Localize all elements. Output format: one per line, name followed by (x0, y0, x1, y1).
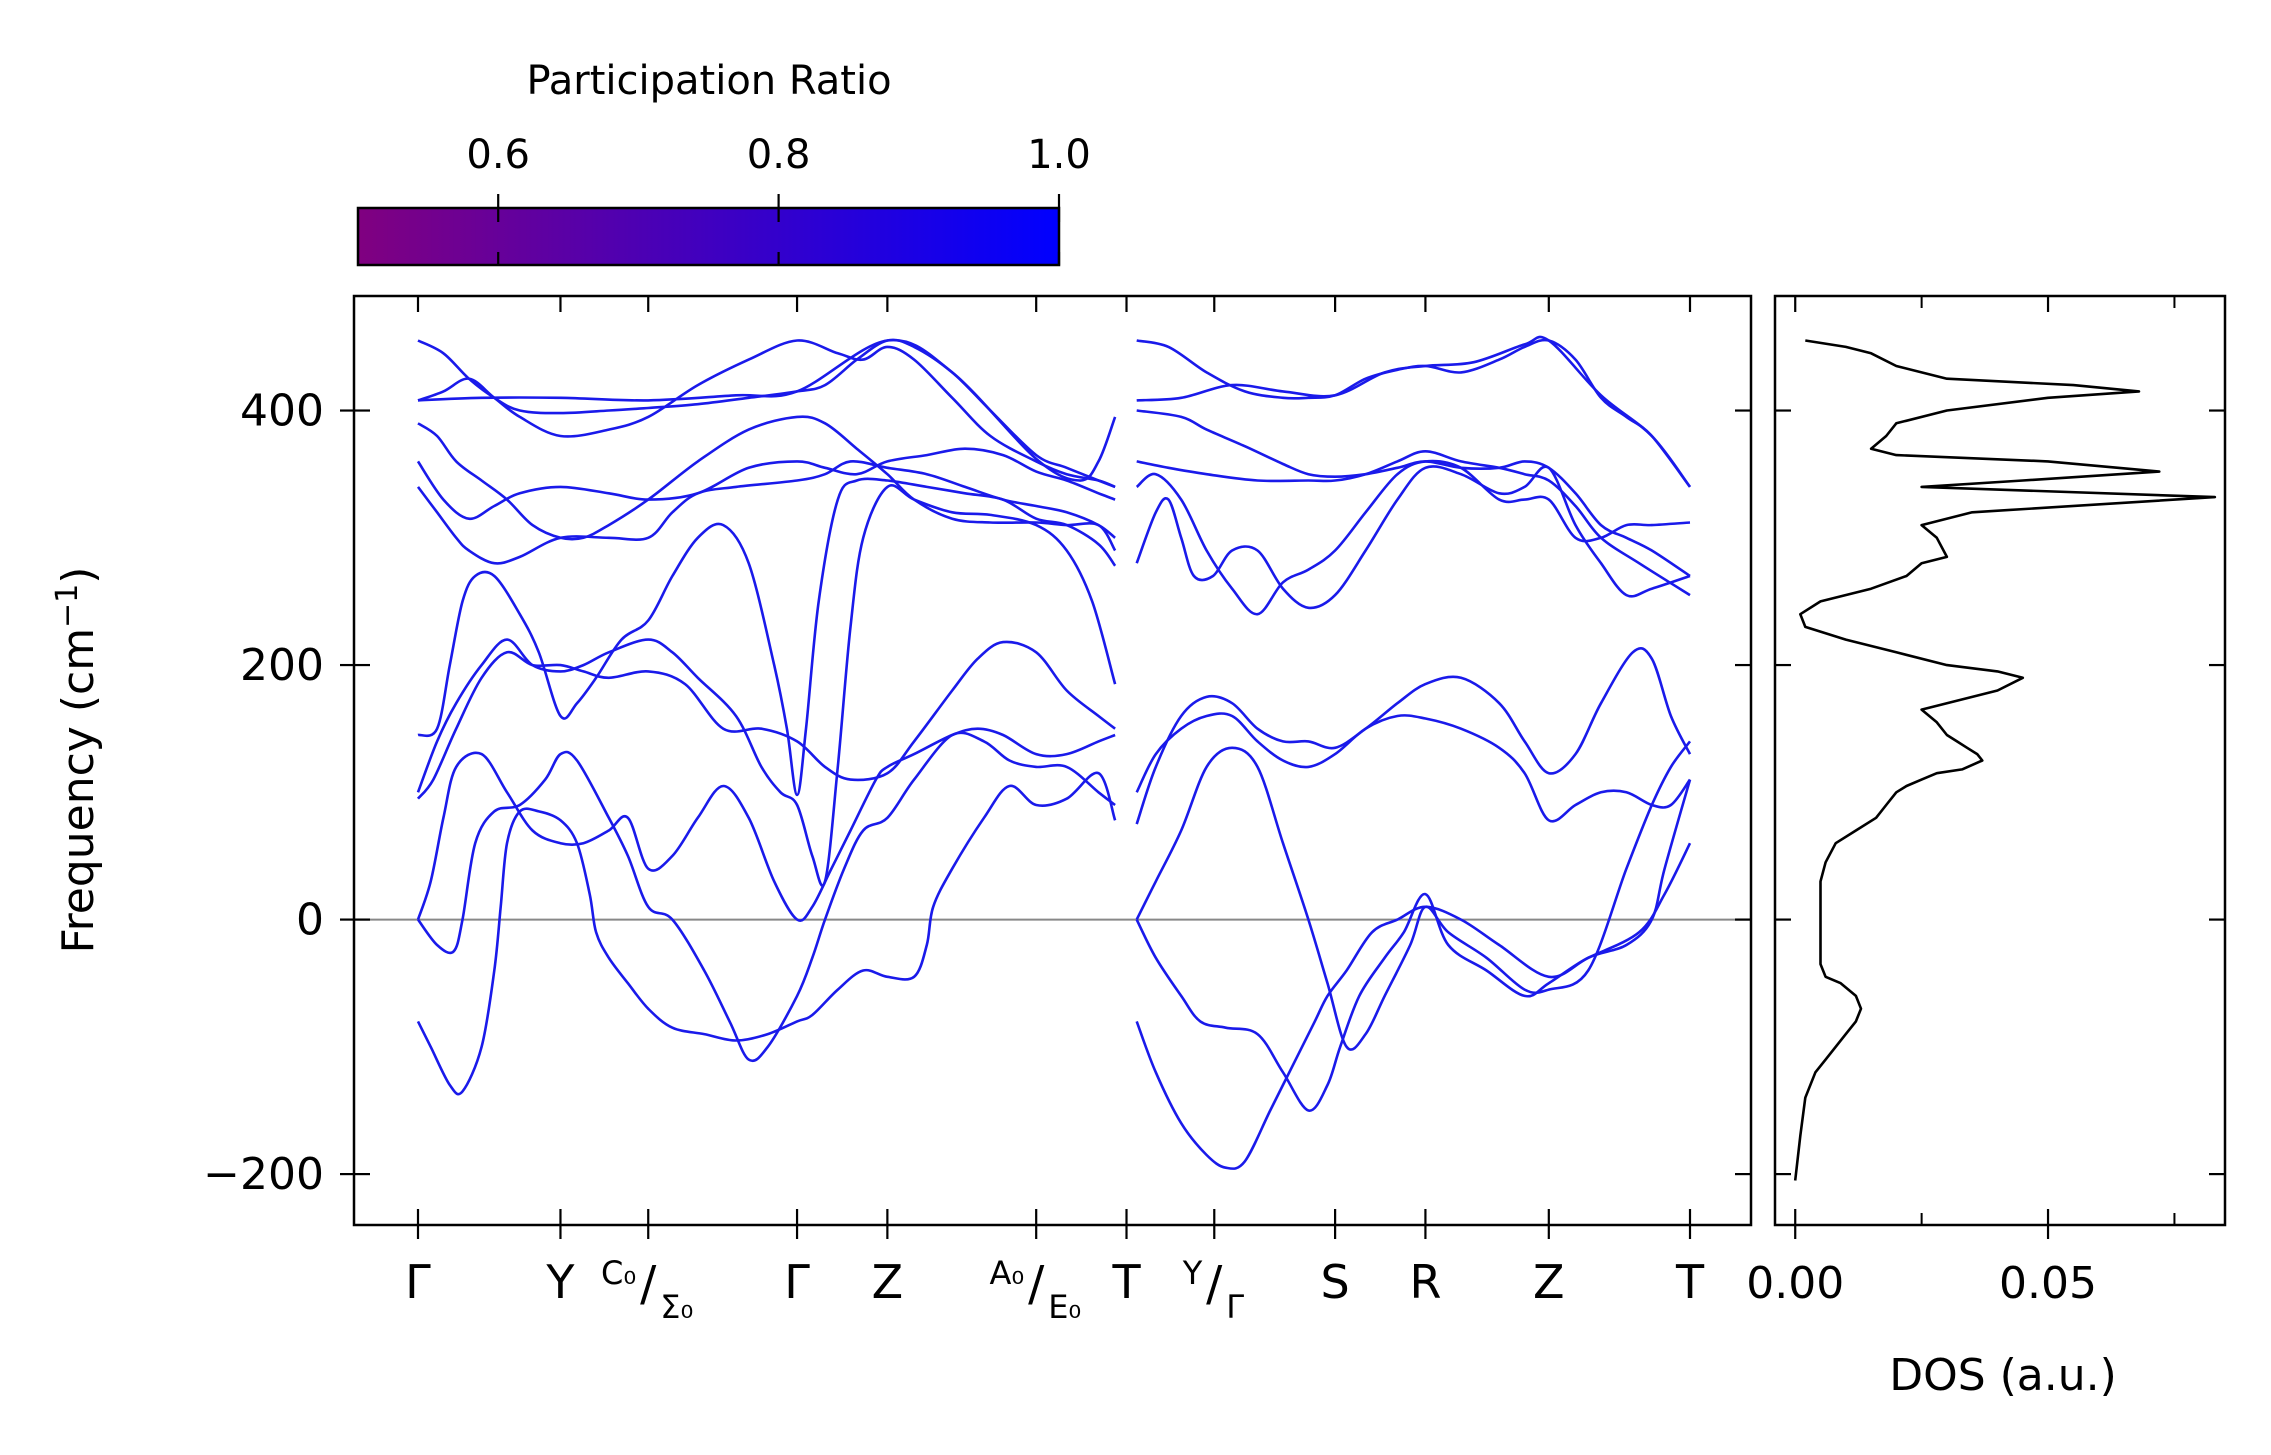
band-line-16 (1135, 646, 1692, 825)
kpoint-label-text: S (1321, 1255, 1350, 1309)
band-line-9 (417, 415, 1117, 552)
kpoint-label-bottom: E₀ (1048, 1288, 1081, 1326)
kpoint-label-slash: / (1206, 1256, 1223, 1312)
band-line-20 (1136, 450, 1691, 597)
dos-ticks: 0.00 0.05 (1746, 296, 2225, 1309)
dos-line (1793, 339, 2217, 1181)
band-line-14 (1135, 842, 1692, 1170)
colorbar-tick-label-3: 1.0 (1027, 132, 1091, 178)
kpoint-label-3: C₀ / Σ₀ (601, 1254, 693, 1326)
dispersion-ticks: −200 0 200 400 (203, 296, 1751, 1239)
kpoint-label-bottom: Γ (1226, 1288, 1244, 1326)
dos-x-tick-label-2: 0.05 (1999, 1258, 2097, 1309)
band-line-3 (416, 727, 1116, 922)
kpoint-label-1: Γ (405, 1255, 431, 1309)
kpoint-label-slash: / (640, 1256, 657, 1312)
dispersion-frame (352, 294, 1753, 1227)
y-tick-label-4: 400 (240, 386, 324, 437)
kpoint-label-text: R (1409, 1255, 1441, 1309)
band-line-21 (1136, 409, 1691, 578)
kpoint-label-8: Y / Γ (1182, 1254, 1245, 1326)
dos-frame (1773, 294, 2227, 1227)
kpoint-label-11: Z (1533, 1255, 1565, 1309)
y-axis-label-superscript: −1 (50, 584, 85, 628)
y-tick-label-3: 200 (240, 640, 324, 691)
band-lines (416, 335, 1692, 1170)
colorbar-ticks: 0.6 0.8 1.0 (466, 132, 1091, 265)
kpoint-label-text: Γ (784, 1255, 810, 1309)
kpoint-label-9: S (1321, 1255, 1350, 1309)
y-tick-label-1: −200 (203, 1149, 324, 1200)
kpoint-label-10: R (1409, 1255, 1441, 1309)
dos-x-tick-label-1: 0.00 (1746, 1258, 1844, 1309)
band-line-4 (416, 640, 1116, 800)
dos-curve (1793, 339, 2217, 1181)
kpoint-label-bottom: Σ₀ (660, 1288, 693, 1326)
band-line-19 (1135, 459, 1691, 616)
kpoint-label-text: Z (872, 1255, 904, 1309)
colorbar-gradient (356, 206, 1061, 267)
band-line-1 (416, 771, 1117, 1096)
band-line-5 (416, 484, 1117, 887)
y-axis-label-close: ) (53, 567, 104, 584)
y-tick-label-2: 0 (296, 895, 324, 946)
kpoint-label-6: A₀ / E₀ (989, 1254, 1081, 1326)
band-line-6 (417, 477, 1117, 797)
colorbar-tick-label-2: 0.8 (747, 132, 811, 178)
kpoint-label-text: Γ (405, 1255, 431, 1309)
colorbar-tick-label-1: 0.6 (466, 132, 530, 178)
y-axis-label-text: Frequency (cm (53, 628, 104, 954)
band-line-13 (1135, 779, 1692, 1112)
colorbar-title: Participation Ratio (526, 58, 891, 104)
y-axis-label: Frequency (cm−1) (50, 567, 104, 954)
kpoint-label-text: Z (1533, 1255, 1565, 1309)
dos-panel: 0.00 0.05 DOS (a.u.) (1746, 294, 2227, 1401)
band-line-2 (416, 731, 1116, 1063)
kpoint-label-2: Y (545, 1255, 575, 1309)
kpoint-label-text: Y (545, 1255, 575, 1309)
band-line-12 (417, 338, 1117, 482)
band-line-18 (1135, 465, 1691, 610)
kpoint-label-top: A₀ (989, 1254, 1024, 1292)
kpoint-label-5: Z (872, 1255, 904, 1309)
kpoint-label-top: C₀ (601, 1254, 636, 1292)
kpoint-label-7: T (1111, 1255, 1141, 1309)
kpoint-labels: Γ Y C₀ / Σ₀ Γ Z A₀ / E₀ T Y / Γ S R Z T (405, 1254, 1705, 1326)
kpoint-label-top: Y (1182, 1254, 1203, 1292)
colorbar: Participation Ratio 0.6 0.8 1.0 (356, 58, 1091, 267)
kpoint-label-12: T (1675, 1255, 1705, 1309)
band-line-15 (1135, 740, 1692, 1051)
kpoint-label-text: T (1111, 1255, 1141, 1309)
band-line-8 (416, 447, 1116, 521)
band-line-7 (416, 460, 1116, 565)
band-line-17 (1135, 712, 1692, 823)
kpoint-label-slash: / (1028, 1256, 1045, 1312)
kpoint-label-text: T (1675, 1255, 1705, 1309)
dos-x-axis-label: DOS (a.u.) (1889, 1350, 2117, 1401)
band-line-23 (1136, 335, 1692, 488)
kpoint-label-4: Γ (784, 1255, 810, 1309)
